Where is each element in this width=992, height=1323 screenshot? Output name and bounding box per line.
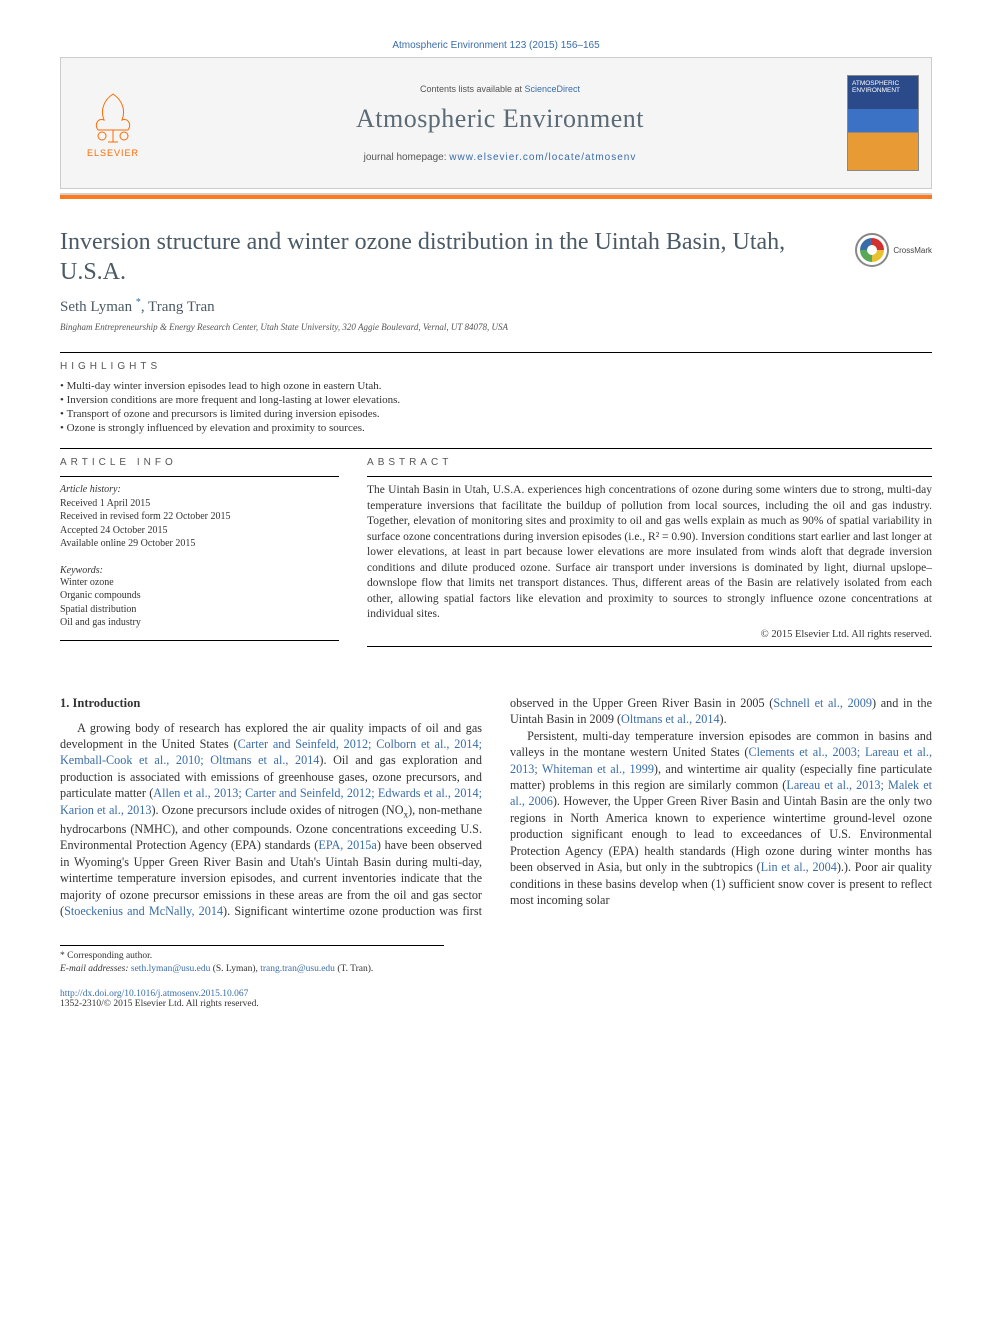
- article-info-label: ARTICLE INFO: [60, 457, 339, 468]
- elsevier-logo: ELSEVIER: [73, 88, 153, 158]
- keywords: Winter ozoneOrganic compoundsSpatial dis…: [60, 576, 339, 630]
- history-online: Available online 29 October 2015: [60, 537, 339, 551]
- email-who: (S. Lyman),: [210, 964, 260, 974]
- abstract: The Uintah Basin in Utah, U.S.A. experie…: [367, 483, 932, 623]
- highlight-item: Multi-day winter inversion episodes lead…: [60, 380, 932, 392]
- contents-list-prefix: Contents lists available at: [420, 84, 525, 94]
- keywords-label: Keywords:: [60, 565, 339, 576]
- body-fragment: ). Ozone precursors include oxides of ni…: [151, 803, 403, 817]
- abstract-label: ABSTRACT: [367, 457, 932, 468]
- crossmark-label: CrossMark: [893, 246, 932, 255]
- history-received: Received 1 April 2015: [60, 497, 339, 511]
- history-heading: Article history:: [60, 483, 339, 497]
- crossmark-icon: [855, 233, 889, 267]
- publisher-name: ELSEVIER: [73, 148, 153, 158]
- author-email-link[interactable]: seth.lyman@usu.edu: [131, 964, 210, 974]
- body-fragment: ).: [720, 712, 727, 726]
- affiliation: Bingham Entrepreneurship & Energy Resear…: [60, 322, 932, 332]
- abstract-copyright: © 2015 Elsevier Ltd. All rights reserved…: [367, 629, 932, 640]
- author-email-link[interactable]: trang.tran@usu.edu: [260, 964, 335, 974]
- email-who: (T. Tran).: [335, 964, 373, 974]
- journal-reference: Atmospheric Environment 123 (2015) 156–1…: [60, 40, 932, 51]
- journal-home-label: journal homepage:: [364, 152, 450, 163]
- citation-link[interactable]: Stoeckenius and McNally, 2014: [64, 904, 223, 918]
- journal-cover-thumb: ATMOSPHERIC ENVIRONMENT: [847, 75, 919, 171]
- intro-heading: 1. Introduction: [60, 695, 482, 712]
- citation-link[interactable]: Lin et al., 2004: [761, 860, 837, 874]
- history-revised: Received in revised form 22 October 2015: [60, 510, 339, 524]
- highlight-item: Inversion conditions are more frequent a…: [60, 394, 932, 406]
- article-history: Article history: Received 1 April 2015 R…: [60, 483, 339, 551]
- history-accepted: Accepted 24 October 2015: [60, 524, 339, 538]
- footnotes: * Corresponding author. E-mail addresses…: [60, 945, 444, 975]
- citation-link[interactable]: EPA, 2015a: [318, 838, 376, 852]
- highlights: Multi-day winter inversion episodes lead…: [60, 380, 932, 434]
- elsevier-tree-icon: [84, 88, 142, 146]
- authors: Seth Lyman *, Trang Tran: [60, 297, 932, 316]
- cover-title: ATMOSPHERIC ENVIRONMENT: [852, 80, 914, 94]
- highlights-label: HIGHLIGHTS: [60, 361, 932, 372]
- journal-home-line: journal homepage: www.elsevier.com/locat…: [153, 152, 847, 163]
- crossmark-widget[interactable]: CrossMark: [855, 233, 932, 267]
- journal-header: ELSEVIER Contents lists available at Sci…: [60, 57, 932, 189]
- highlight-item: Transport of ozone and precursors is lim…: [60, 408, 932, 420]
- article-title: Inversion structure and winter ozone dis…: [60, 227, 843, 287]
- contents-list-line: Contents lists available at ScienceDirec…: [153, 84, 847, 94]
- issn-copyright: 1352-2310/© 2015 Elsevier Ltd. All right…: [60, 999, 259, 1009]
- doi-link[interactable]: http://dx.doi.org/10.1016/j.atmosenv.201…: [60, 989, 248, 999]
- journal-name: Atmospheric Environment: [153, 104, 847, 134]
- email-label: E-mail addresses:: [60, 964, 131, 974]
- corresponding-author: * Corresponding author.: [60, 950, 444, 962]
- keyword-item: Oil and gas industry: [60, 616, 339, 630]
- body-text: 1. Introduction A growing body of resear…: [60, 695, 932, 920]
- sciencedirect-link[interactable]: ScienceDirect: [525, 84, 581, 94]
- accent-bar: [60, 193, 932, 199]
- citation-link[interactable]: Oltmans et al., 2014: [621, 712, 720, 726]
- journal-home-link[interactable]: www.elsevier.com/locate/atmosenv: [449, 152, 636, 163]
- citation-link[interactable]: Schnell et al., 2009: [773, 696, 872, 710]
- keyword-item: Spatial distribution: [60, 603, 339, 617]
- doi-block: http://dx.doi.org/10.1016/j.atmosenv.201…: [60, 989, 932, 1009]
- keyword-item: Organic compounds: [60, 589, 339, 603]
- keyword-item: Winter ozone: [60, 576, 339, 590]
- highlight-item: Ozone is strongly influenced by elevatio…: [60, 422, 932, 434]
